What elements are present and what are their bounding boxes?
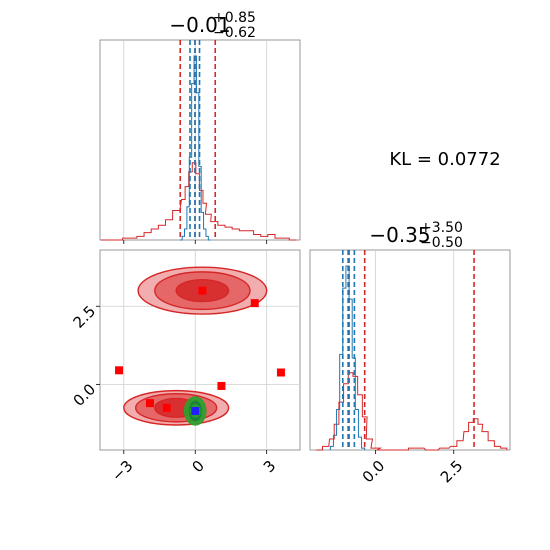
marginal-y-title: −0.35 [369,223,430,247]
marginal-x-title: −0.01 [169,13,230,37]
x-tick-label: 0 [188,457,207,476]
marginal-y-title-lower: −0.50 [420,235,463,251]
x-tick-label: 3 [260,457,279,476]
x-tick-label: −3 [108,457,136,485]
reference-histogram [101,162,297,241]
x-tick-label: 0.0 [359,457,389,487]
reference-point [146,399,154,408]
joint-panel: −3 0 3 0.0 2.5 [70,249,301,485]
sample-point [191,406,200,415]
x-tick-label: 2.5 [437,457,467,487]
marginal-x-title-lower: −0.62 [213,25,256,41]
kl-label: KL = 0.0772 [389,149,500,170]
reference-point [198,286,207,295]
y-tick-label: 2.5 [70,302,100,332]
reference-point [162,403,171,412]
reference-point [217,381,226,390]
reference-point [276,368,285,377]
reference-point [250,299,259,308]
marginal-x-title-upper: +0.85 [213,10,256,26]
marginal-y-panel: 0.0 2.5 −0.35 +3.50 −0.50 [309,220,511,487]
marginal-x-panel: −0.01 +0.85 −0.62 [99,10,301,244]
marginal-y-title-upper: +3.50 [420,220,463,236]
y-tick-label: 0.0 [70,380,100,410]
reference-point [115,366,124,375]
